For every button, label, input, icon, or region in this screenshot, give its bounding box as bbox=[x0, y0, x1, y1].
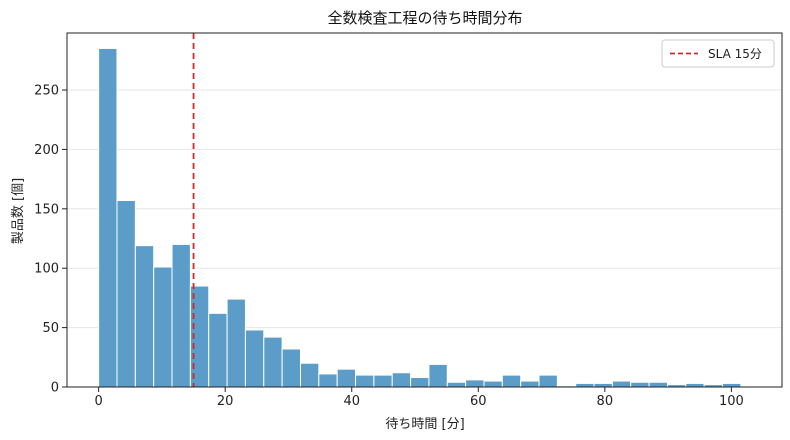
y-tick-label: 50 bbox=[42, 321, 59, 336]
y-axis-title: 製品数 [個] bbox=[11, 178, 26, 244]
chart-title: 全数検査工程の待ち時間分布 bbox=[327, 9, 522, 27]
bars-layer bbox=[98, 47, 742, 388]
histogram-bar bbox=[134, 245, 155, 388]
histogram-bar bbox=[391, 372, 412, 388]
histogram-bar bbox=[98, 47, 118, 388]
histogram-bar bbox=[116, 199, 136, 388]
histogram-bar bbox=[373, 374, 393, 388]
y-tick-label: 0 bbox=[51, 381, 59, 396]
histogram-bar bbox=[648, 381, 668, 388]
histogram-bar bbox=[722, 382, 742, 388]
legend: SLA 15分 bbox=[661, 39, 775, 68]
histogram-bar bbox=[244, 329, 265, 388]
legend-label: SLA 15分 bbox=[708, 47, 762, 61]
x-tick-label: 80 bbox=[597, 394, 614, 409]
histogram-bar bbox=[501, 374, 522, 388]
y-tick-label: 100 bbox=[34, 262, 59, 277]
histogram-bar bbox=[355, 374, 375, 388]
y-tick-label: 150 bbox=[34, 202, 59, 217]
plot-frame bbox=[66, 32, 783, 388]
x-tick-label: 40 bbox=[343, 394, 360, 409]
histogram-bar bbox=[299, 362, 320, 388]
histogram-bar bbox=[630, 381, 650, 388]
histogram-bar bbox=[281, 348, 301, 388]
histogram-bar bbox=[685, 382, 705, 388]
histogram-bar bbox=[263, 336, 283, 388]
x-axis-ticks: 0 20 40 60 80 100 bbox=[94, 387, 744, 409]
histogram-bar bbox=[208, 312, 228, 388]
histogram-bar bbox=[446, 381, 467, 388]
y-tick-label: 200 bbox=[34, 143, 59, 158]
histogram-bar bbox=[575, 382, 595, 388]
histogram-bar bbox=[483, 380, 503, 388]
histogram-bar bbox=[520, 380, 540, 388]
histogram-bar bbox=[153, 266, 173, 388]
histogram-bar bbox=[410, 376, 430, 388]
histogram-bar bbox=[336, 368, 357, 388]
x-tick-label: 100 bbox=[719, 394, 744, 409]
histogram-bar bbox=[318, 373, 338, 388]
legend-box bbox=[661, 39, 775, 68]
histogram-bar bbox=[538, 374, 558, 388]
y-axis-ticks: 0 50 100 150 200 250 bbox=[34, 84, 67, 396]
y-tick-label: 250 bbox=[34, 84, 59, 99]
x-tick-label: 60 bbox=[470, 394, 487, 409]
histogram-bar bbox=[593, 382, 613, 388]
histogram-bar bbox=[226, 298, 246, 388]
histogram-bar bbox=[611, 380, 632, 388]
x-tick-label: 20 bbox=[217, 394, 234, 409]
histogram-bar bbox=[428, 363, 448, 388]
x-axis-title: 待ち時間 [分] bbox=[385, 417, 464, 432]
histogram-bar bbox=[171, 243, 191, 388]
x-tick-label: 0 bbox=[94, 394, 102, 409]
histogram-bar bbox=[465, 379, 485, 388]
